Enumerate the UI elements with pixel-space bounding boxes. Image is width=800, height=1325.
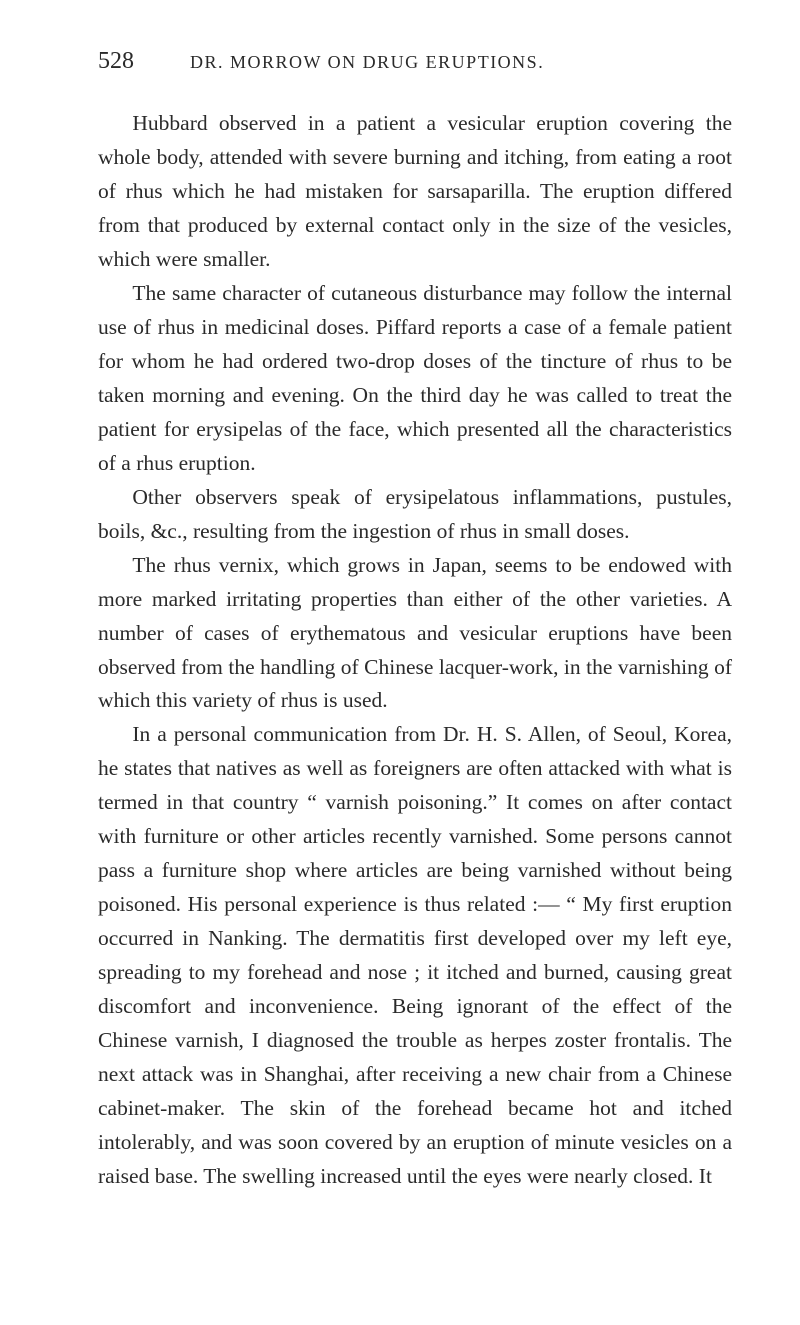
page-number: 528 <box>98 48 134 75</box>
page-header: 528 DR. MORROW ON DRUG ERUPTIONS. <box>98 48 732 75</box>
running-head: DR. MORROW ON DRUG ERUPTIONS. <box>190 52 544 73</box>
paragraph: The rhus vernix, which grows in Japan, s… <box>98 549 732 719</box>
paragraph: The same character of cutaneous disturba… <box>98 277 732 481</box>
paragraph: Other observers speak of erysipelatous i… <box>98 481 732 549</box>
paragraph: In a personal communication from Dr. H. … <box>98 718 732 1194</box>
body-text: Hubbard observed in a patient a vesicula… <box>98 107 732 1194</box>
paragraph: Hubbard observed in a patient a vesicula… <box>98 107 732 277</box>
